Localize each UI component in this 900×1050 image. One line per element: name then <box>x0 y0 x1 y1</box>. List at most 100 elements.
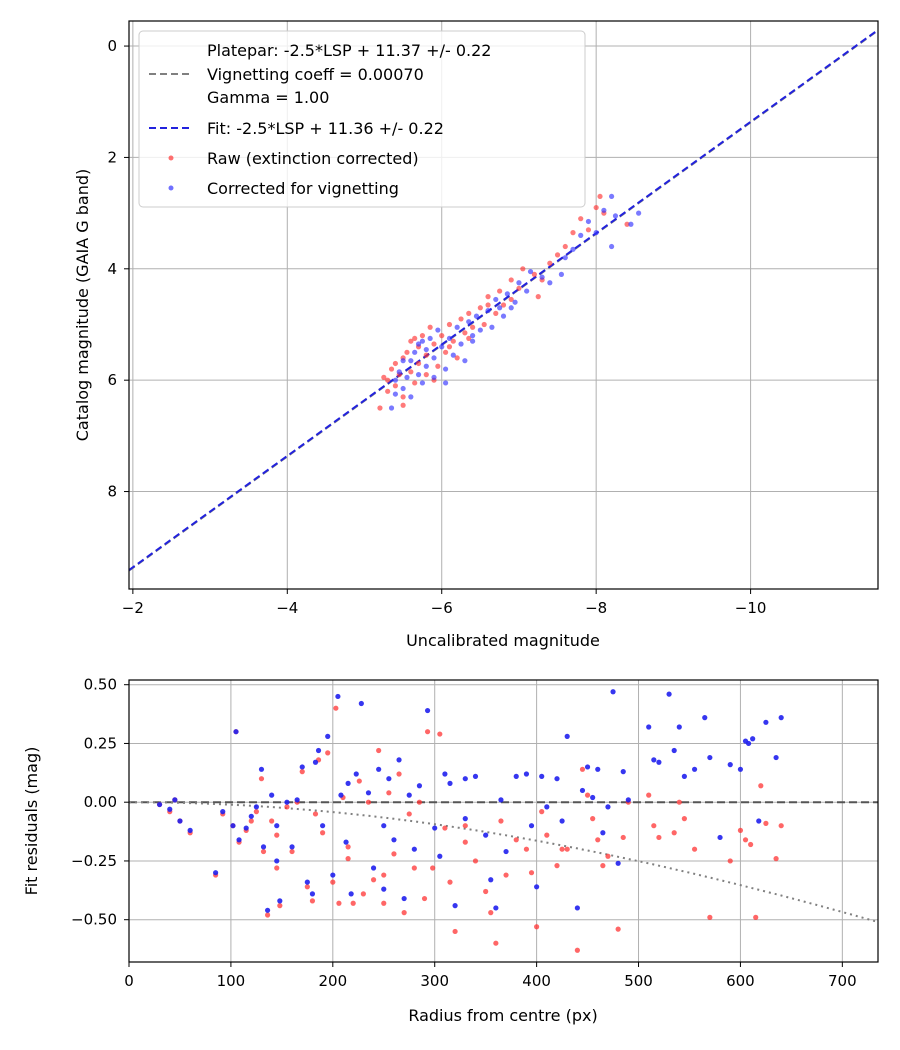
raw-residual-point <box>748 841 754 848</box>
corrected-residual-point <box>691 766 698 772</box>
bottom-x-axis-label: Radius from centre (px) <box>408 1006 597 1025</box>
corrected-residual-point <box>248 813 254 819</box>
raw-point <box>485 302 491 308</box>
corrected-point <box>485 307 491 314</box>
raw-point <box>446 344 453 350</box>
raw-residual-point <box>330 879 336 885</box>
top-y-tick-label: 6 <box>107 371 117 389</box>
raw-point <box>450 338 456 344</box>
raw-point <box>593 204 599 211</box>
raw-residual-point <box>528 870 535 876</box>
corrected-residual-point <box>584 764 591 770</box>
corrected-point <box>404 374 410 380</box>
corrected-residual-point <box>763 719 769 725</box>
corrected-residual-point <box>424 707 431 714</box>
top-x-ticks: −2 −4 −6 −8 −10 <box>122 589 766 617</box>
corrected-residual-point <box>386 776 392 782</box>
top-x-tick-label: −4 <box>276 599 298 617</box>
corrected-residual-point <box>554 776 560 782</box>
raw-point <box>415 360 422 367</box>
corrected-point <box>442 380 449 386</box>
bottom-x-tick-label: 600 <box>726 972 755 990</box>
raw-residual-point <box>656 834 662 841</box>
raw-residual-point <box>336 900 342 906</box>
corrected-point <box>585 218 592 225</box>
top-y-tick-label: 8 <box>107 483 117 501</box>
corrected-residual-point <box>472 773 479 779</box>
corrected-residual-point <box>304 879 310 885</box>
bottom-y-ticks: 0.50 0.25 0.00 −0.25 −0.50 <box>71 676 129 929</box>
raw-residual-point <box>289 848 295 855</box>
raw-residual-point <box>258 776 265 782</box>
raw-point <box>408 338 414 344</box>
raw-residual-point <box>381 872 387 878</box>
corrected-residual-point <box>717 834 723 841</box>
corrected-residual-point <box>600 830 606 836</box>
raw-point <box>485 294 491 300</box>
corrected-residual-point <box>745 740 752 747</box>
corrected-point <box>458 341 464 347</box>
raw-residual-point <box>401 910 407 916</box>
bottom-y-axis-label: Fit residuals (mag) <box>22 747 41 896</box>
raw-residual-point <box>671 830 677 836</box>
corrected-residual-point <box>462 776 468 782</box>
corrected-residual-point <box>358 700 364 707</box>
raw-residual-point <box>513 837 519 843</box>
raw-residual-point <box>488 910 494 916</box>
corrected-point <box>547 280 553 286</box>
corrected-residual-point <box>605 804 611 810</box>
legend-entry-gamma: Gamma = 1.00 <box>207 88 329 107</box>
raw-residual-point <box>503 872 509 878</box>
raw-point <box>508 296 514 303</box>
raw-residual-point <box>320 830 326 836</box>
corrected-point <box>415 372 422 378</box>
corrected-residual-point <box>411 846 417 852</box>
corrected-residual-point <box>416 783 423 789</box>
corrected-residual-point <box>284 799 290 805</box>
raw-residual-point <box>442 825 448 831</box>
raw-residual-point <box>539 809 545 815</box>
corrected-point <box>423 363 429 369</box>
raw-point <box>408 369 414 375</box>
raw-residual-point <box>299 769 305 775</box>
corrected-residual-point <box>343 839 349 845</box>
bottom-x-tick-label: 400 <box>522 972 551 990</box>
raw-residual-point <box>681 816 687 822</box>
raw-residual-point <box>421 895 428 902</box>
bottom-x-tick-label: 100 <box>217 972 246 990</box>
corrected-point <box>431 355 437 361</box>
corrected-residual-point <box>236 837 242 843</box>
corrected-point <box>442 366 449 372</box>
corrected-residual-point <box>462 816 468 822</box>
bottom-reference-lines <box>129 801 879 923</box>
corrected-point <box>516 280 522 286</box>
corrected-residual-point <box>727 762 733 768</box>
corrected-point <box>454 324 460 330</box>
corrected-residual-point <box>353 771 359 777</box>
raw-point <box>454 355 460 361</box>
raw-residual-point <box>345 856 351 862</box>
raw-residual-point <box>325 750 331 756</box>
corrected-point <box>415 341 422 347</box>
raw-point <box>578 216 584 222</box>
corrected-residual-point <box>539 773 545 779</box>
top-y-axis-label: Catalog magnitude (GAIA G band) <box>73 169 92 441</box>
raw-residual-point <box>753 914 759 920</box>
corrected-point <box>392 377 398 383</box>
raw-point <box>400 394 406 400</box>
raw-point <box>385 388 391 394</box>
raw-residual-point <box>778 823 784 829</box>
corrected-point <box>396 369 402 375</box>
raw-residual-point <box>269 818 275 824</box>
corrected-residual-point <box>676 724 682 730</box>
corrected-residual-point <box>315 747 322 754</box>
raw-point <box>597 193 603 200</box>
corrected-residual-point <box>778 715 784 721</box>
corrected-point <box>392 391 398 397</box>
raw-residual-point <box>356 778 362 784</box>
raw-point <box>535 294 541 300</box>
corrected-residual-point <box>274 823 280 829</box>
corrected-point <box>470 333 476 339</box>
bottom-y-tick-label: −0.50 <box>71 911 117 929</box>
raw-residual-point <box>737 827 744 834</box>
